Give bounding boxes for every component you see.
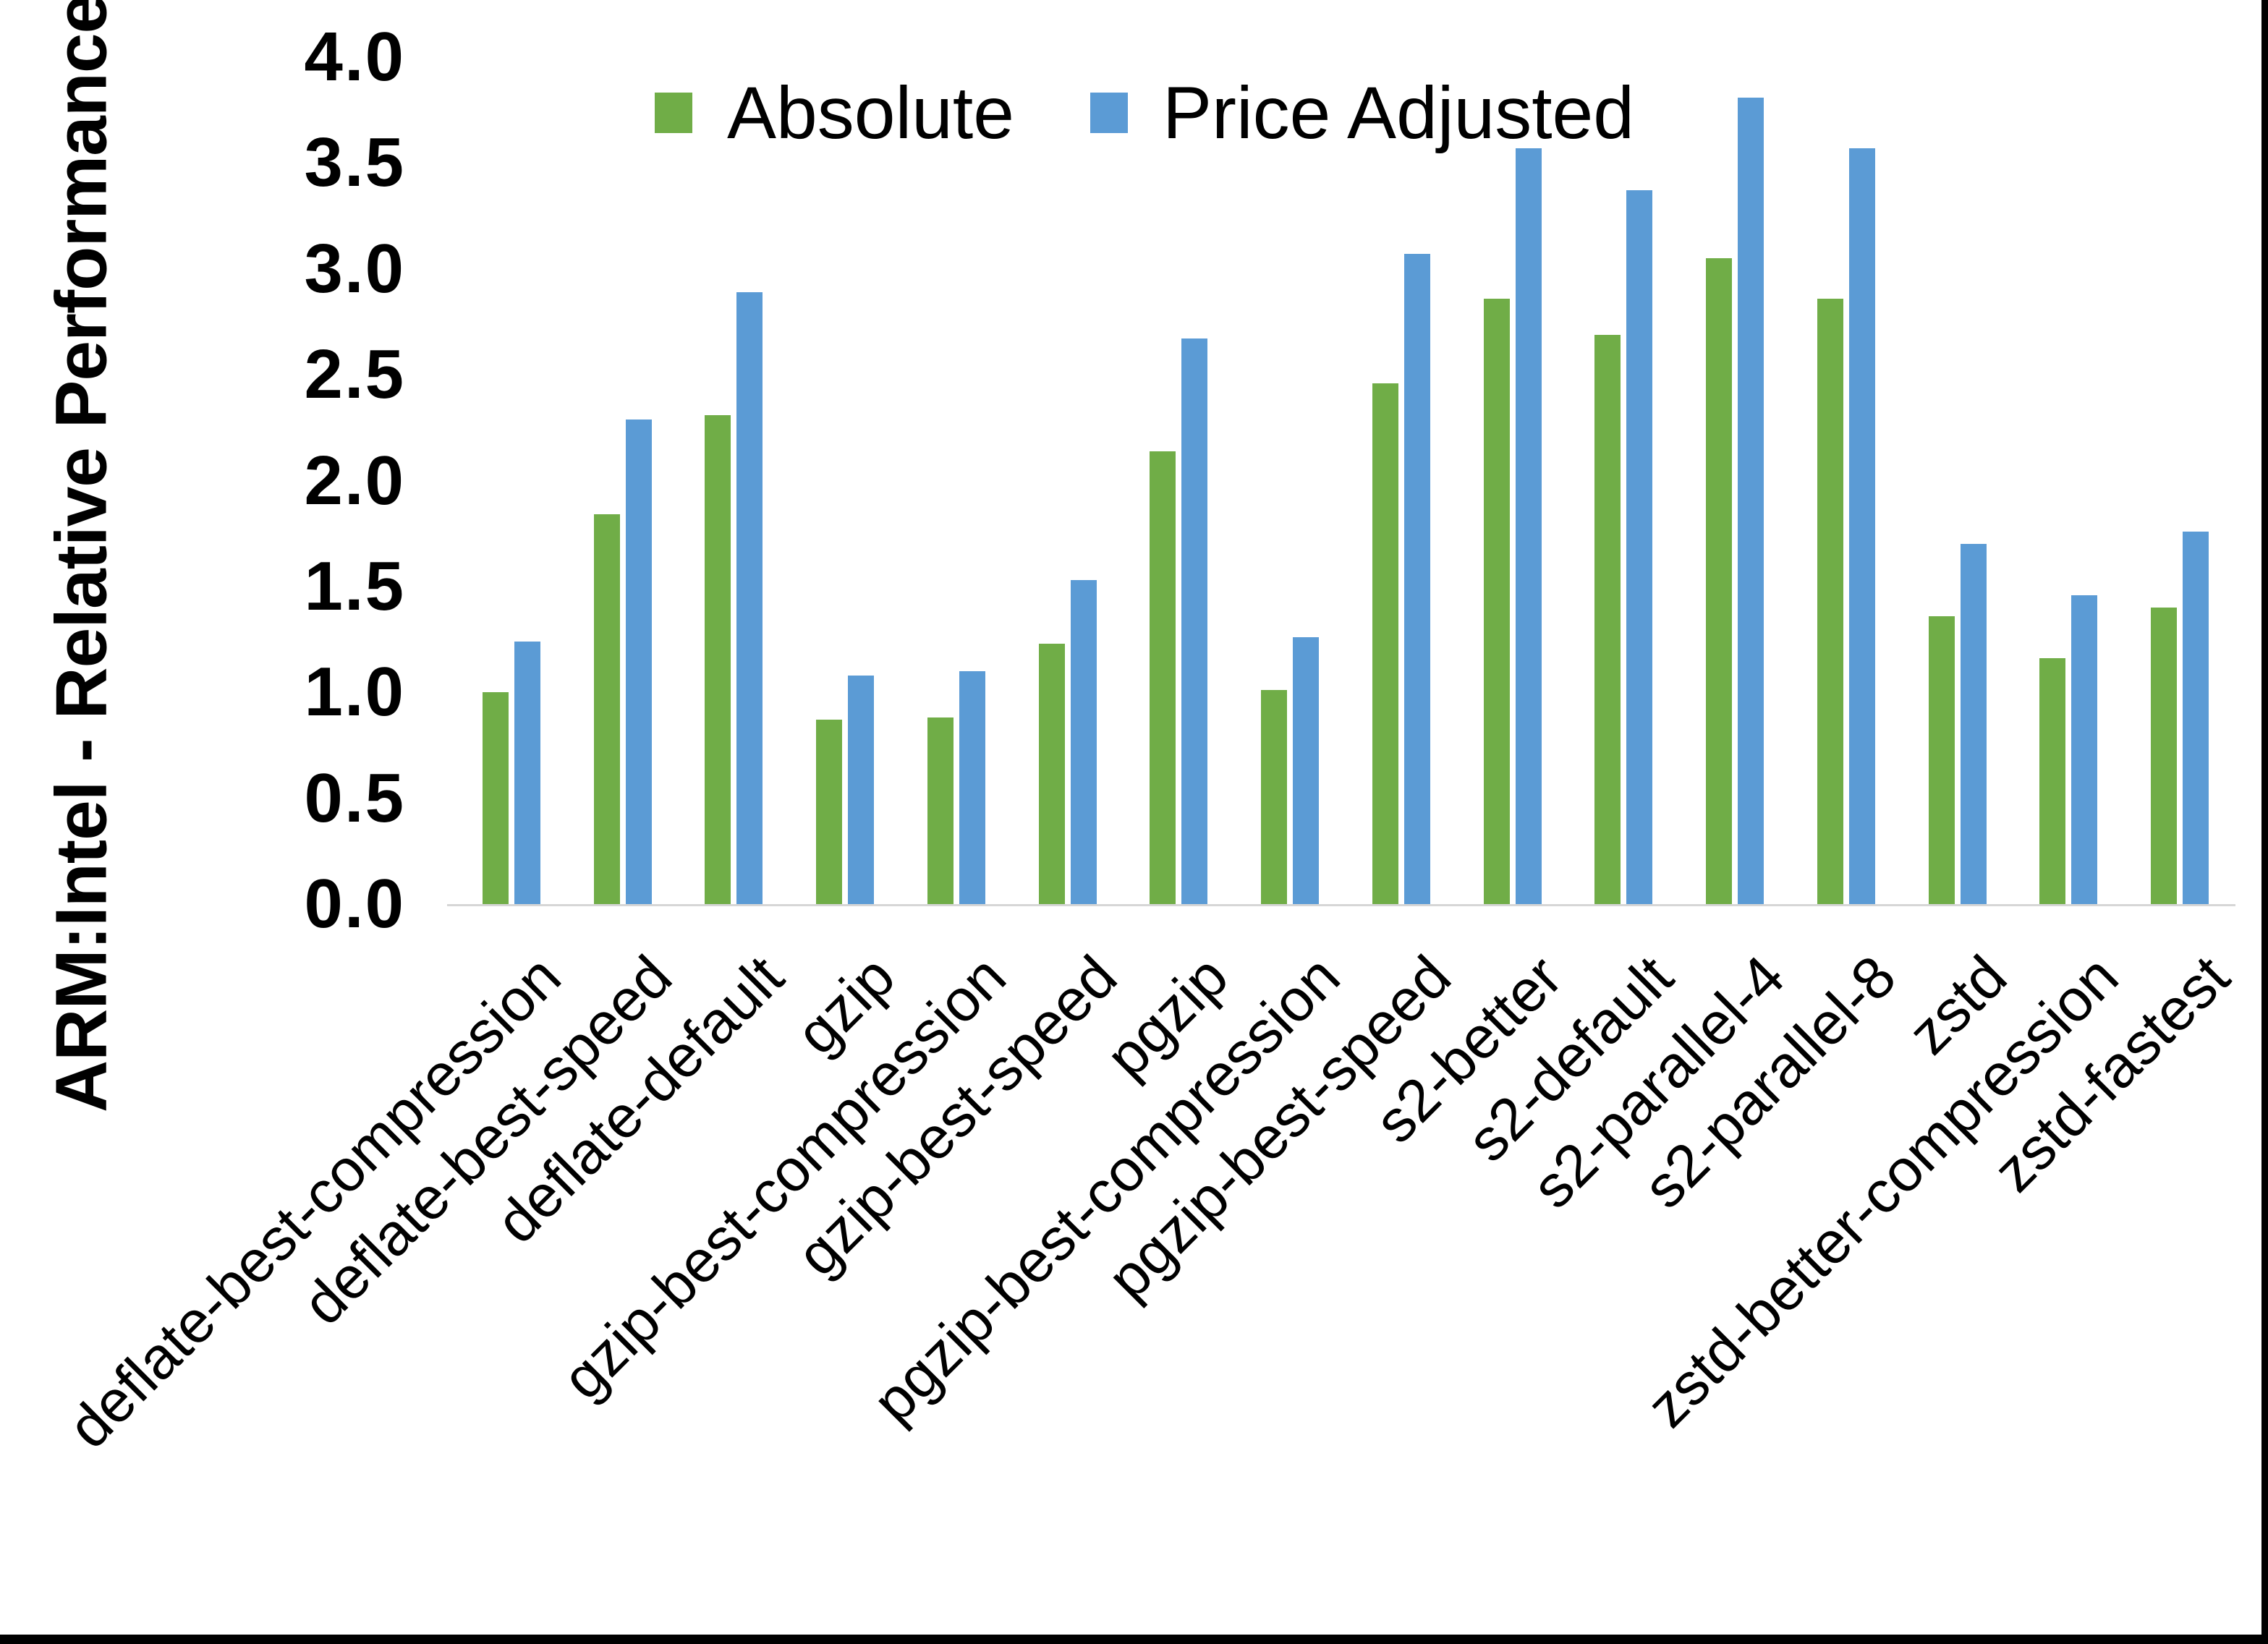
legend-swatch-price-adjusted	[1090, 93, 1128, 133]
y-tick-label-0.5: 0.5	[304, 759, 405, 837]
bar-group-s2-better	[1457, 57, 1568, 904]
bar-price-adjusted-deflate-best-speed	[625, 419, 652, 904]
bar-group-pgzip-best-compression	[1234, 57, 1346, 904]
y-tick-label-0.0: 0.0	[304, 865, 405, 942]
bar-absolute-deflate-best-compression	[482, 692, 509, 904]
bar-group-gzip-best-speed	[1012, 57, 1124, 904]
bar-price-adjusted-zstd-better-compression	[2071, 595, 2098, 904]
bar-price-adjusted-deflate-default	[736, 291, 763, 904]
frame-border-right	[2261, 0, 2268, 1644]
bar-price-adjusted-gzip-best-compression	[959, 670, 985, 904]
bar-absolute-pgzip-best-compression	[1261, 690, 1288, 904]
bar-group-zstd-better-compression	[2013, 57, 2125, 904]
bar-absolute-pgzip	[1150, 451, 1176, 904]
plot-area	[456, 57, 2235, 904]
bar-price-adjusted-s2-parallel-8	[1848, 148, 1875, 904]
bar-absolute-s2-default	[1594, 334, 1621, 904]
bar-price-adjusted-s2-parallel-4	[1738, 97, 1764, 904]
bar-group-pgzip-best-speed	[1346, 57, 1457, 904]
bar-group-s2-parallel-8	[1791, 57, 1902, 904]
bar-price-adjusted-s2-default	[1626, 190, 1653, 904]
bar-absolute-zstd-better-compression	[2039, 658, 2066, 904]
bar-group-deflate-best-speed	[567, 57, 679, 904]
frame-border-bottom	[0, 1635, 2268, 1644]
bar-absolute-s2-parallel-4	[1706, 258, 1733, 904]
bar-absolute-deflate-best-speed	[593, 514, 620, 904]
bar-absolute-s2-better	[1483, 298, 1510, 904]
legend-label-absolute: Absolute	[727, 72, 1014, 154]
legend-label-price-adjusted: Price Adjusted	[1162, 72, 1634, 154]
y-tick-label-1.0: 1.0	[304, 653, 405, 731]
bar-absolute-gzip-best-speed	[1038, 643, 1065, 904]
y-tick-label-3.5: 3.5	[304, 124, 405, 202]
bar-price-adjusted-zstd	[1960, 544, 1987, 904]
bar-absolute-deflate-default	[705, 414, 731, 904]
bar-groups	[456, 57, 2235, 904]
legend-swatch-absolute	[655, 93, 692, 133]
bar-group-zstd	[1902, 57, 2013, 904]
bar-price-adjusted-deflate-best-compression	[514, 642, 540, 904]
y-tick-label-2.5: 2.5	[304, 336, 405, 414]
y-tick-label-1.5: 1.5	[304, 547, 405, 625]
legend-item-absolute: Absolute	[655, 76, 1014, 150]
x-axis-line	[447, 904, 2235, 906]
legend: Absolute Price Adjusted	[655, 76, 1634, 150]
bar-price-adjusted-zstd-fastest	[2183, 531, 2209, 904]
bar-absolute-zstd-fastest	[2151, 608, 2178, 904]
y-tick-label-4.0: 4.0	[304, 18, 405, 95]
bar-absolute-s2-parallel-8	[1817, 298, 1843, 904]
bar-group-deflate-best-compression	[456, 57, 567, 904]
bar-group-deflate-default	[679, 57, 790, 904]
y-tick-label-2.0: 2.0	[304, 441, 405, 519]
bar-group-s2-parallel-4	[1679, 57, 1791, 904]
bar-group-s2-default	[1568, 57, 1680, 904]
bar-price-adjusted-pgzip-best-compression	[1293, 637, 1320, 904]
y-tick-label-3.0: 3.0	[304, 229, 405, 307]
bar-absolute-zstd	[1928, 616, 1955, 904]
bar-price-adjusted-gzip-best-speed	[1070, 580, 1097, 904]
bar-absolute-gzip	[816, 720, 843, 904]
bar-absolute-gzip-best-compression	[927, 717, 954, 904]
bar-group-gzip	[789, 57, 901, 904]
bar-price-adjusted-pgzip	[1181, 338, 1208, 904]
bar-absolute-pgzip-best-speed	[1372, 383, 1398, 904]
bar-group-pgzip	[1124, 57, 1235, 904]
bar-group-zstd-fastest	[2124, 57, 2235, 904]
bar-price-adjusted-pgzip-best-speed	[1403, 254, 1430, 904]
legend-item-price-adjusted: Price Adjusted	[1090, 76, 1634, 150]
bar-group-gzip-best-compression	[901, 57, 1012, 904]
bar-price-adjusted-gzip	[848, 675, 875, 904]
bar-price-adjusted-s2-better	[1515, 148, 1542, 904]
